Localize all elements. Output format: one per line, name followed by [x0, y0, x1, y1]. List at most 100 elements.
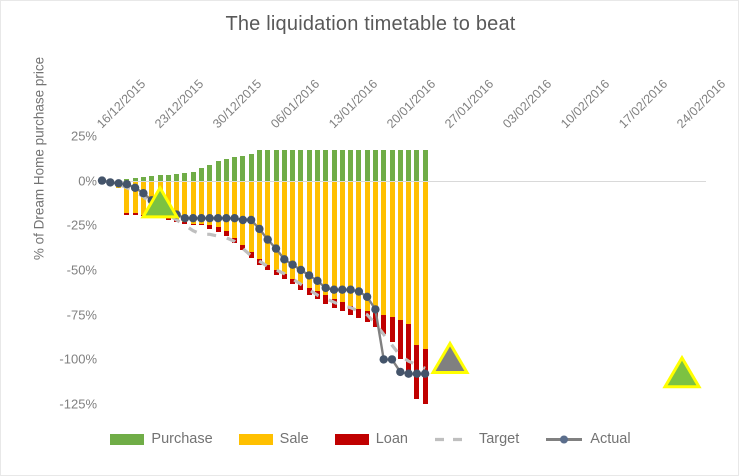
series-marker-actual	[296, 265, 306, 275]
bar-purchase	[265, 150, 271, 181]
bar-loan	[132, 212, 138, 215]
bar-sale	[372, 180, 378, 313]
x-axis-tick: 17/02/2016	[616, 76, 671, 131]
bar-purchase	[356, 150, 362, 181]
legend-label: Target	[478, 431, 520, 447]
bar-sale	[339, 180, 345, 303]
bar-loan	[124, 212, 130, 215]
y-axis-tick: -25%	[66, 217, 97, 233]
series-marker-actual	[197, 214, 206, 223]
legend-label: Loan	[375, 431, 408, 447]
y-axis-tick: -125%	[59, 396, 97, 412]
bar-sale	[132, 180, 138, 213]
y-axis-tick: 25%	[70, 128, 97, 144]
bar-purchase	[240, 155, 246, 181]
x-axis-tick: 16/12/2015	[94, 76, 149, 131]
bar-sale	[348, 180, 354, 306]
series-marker-actual	[106, 178, 115, 187]
series-marker-actual	[97, 176, 107, 185]
bar-purchase	[314, 150, 320, 181]
bar-sale	[215, 180, 221, 228]
series-marker-actual	[222, 214, 231, 223]
series-marker-actual	[321, 283, 330, 293]
bar-loan	[381, 314, 387, 335]
bar-sale	[124, 180, 130, 213]
bar-purchase	[140, 177, 146, 181]
bar-loan	[348, 305, 354, 315]
bar-purchase	[331, 150, 337, 181]
bar-purchase	[132, 177, 138, 181]
bar-sale	[422, 180, 428, 349]
plot-area	[97, 127, 706, 422]
legend-item-target[interactable]: Target	[434, 431, 519, 447]
bar-purchase	[298, 150, 304, 181]
series-marker-actual	[304, 271, 314, 280]
legend-label: Purchase	[151, 431, 213, 447]
x-axis-tick: 24/02/2016	[674, 76, 729, 131]
chart-title: The liquidation timetable to beat	[225, 13, 516, 35]
series-marker-actual	[371, 305, 380, 314]
series-marker-actual	[139, 189, 148, 198]
bar-sale	[389, 180, 395, 317]
bar-sale	[406, 180, 412, 324]
bar-purchase	[348, 150, 354, 181]
bar-purchase	[223, 159, 229, 181]
series-marker-actual	[255, 224, 264, 234]
bar-sale	[397, 180, 403, 321]
bar-sale	[314, 180, 320, 292]
bar-purchase	[174, 174, 180, 181]
bar-sale	[290, 180, 296, 279]
bar-loan	[240, 245, 246, 251]
bar-loan	[397, 320, 403, 360]
bar-loan	[190, 223, 196, 226]
bar-loan	[306, 287, 312, 296]
series-marker-actual	[230, 214, 239, 223]
bar-purchase	[157, 175, 163, 181]
bar-purchase	[190, 171, 196, 181]
bar-sale	[356, 180, 362, 310]
legend-dashed-line-icon	[434, 437, 471, 441]
legend-label: Actual	[590, 431, 631, 447]
series-marker-actual	[205, 214, 214, 223]
bar-loan	[198, 223, 204, 226]
series-marker-actual	[213, 214, 223, 223]
bar-loan	[248, 252, 254, 258]
bar-purchase	[414, 150, 420, 181]
bar-loan	[182, 221, 188, 224]
legend-swatch-icon	[110, 433, 145, 445]
bar-purchase	[215, 160, 221, 181]
bar-purchase	[232, 157, 238, 181]
legend-line-dot-icon	[546, 435, 583, 443]
series-marker-actual	[346, 285, 355, 294]
bar-loan	[298, 284, 304, 290]
series-marker-actual	[396, 367, 405, 377]
bar-purchase	[389, 150, 395, 181]
bar-sale	[265, 180, 271, 265]
bar-sale	[331, 180, 337, 299]
bar-purchase	[198, 168, 204, 181]
bar-purchase	[306, 150, 312, 181]
bar-sale	[281, 180, 287, 274]
legend-item-purchase[interactable]: Purchase	[110, 431, 213, 447]
series-marker-actual	[338, 285, 347, 294]
chart-legend: Purchase Sale Loan Target Actual	[1, 431, 738, 447]
x-axis-tick: 03/02/2016	[500, 76, 555, 131]
legend-item-actual[interactable]: Actual	[545, 431, 631, 447]
x-axis-tick: 13/01/2016	[326, 76, 381, 131]
bar-loan	[290, 278, 296, 285]
bar-purchase	[273, 150, 279, 181]
bar-sale	[273, 180, 279, 271]
y-axis-tick: 0%	[78, 173, 97, 189]
x-axis-tick: 27/01/2016	[442, 76, 497, 131]
bar-sale	[207, 180, 213, 226]
bar-sale	[298, 180, 304, 285]
bar-loan	[223, 230, 229, 237]
bar-sale	[306, 180, 312, 288]
legend-item-loan[interactable]: Loan	[334, 431, 408, 447]
legend-item-sale[interactable]: Sale	[238, 431, 309, 447]
series-marker-actual	[387, 355, 397, 364]
bar-loan	[215, 227, 221, 233]
series-marker-actual	[313, 276, 322, 285]
y-axis-tick-labels: 25% 0% -25% -50% -75% -100% -125%	[1, 1, 97, 475]
